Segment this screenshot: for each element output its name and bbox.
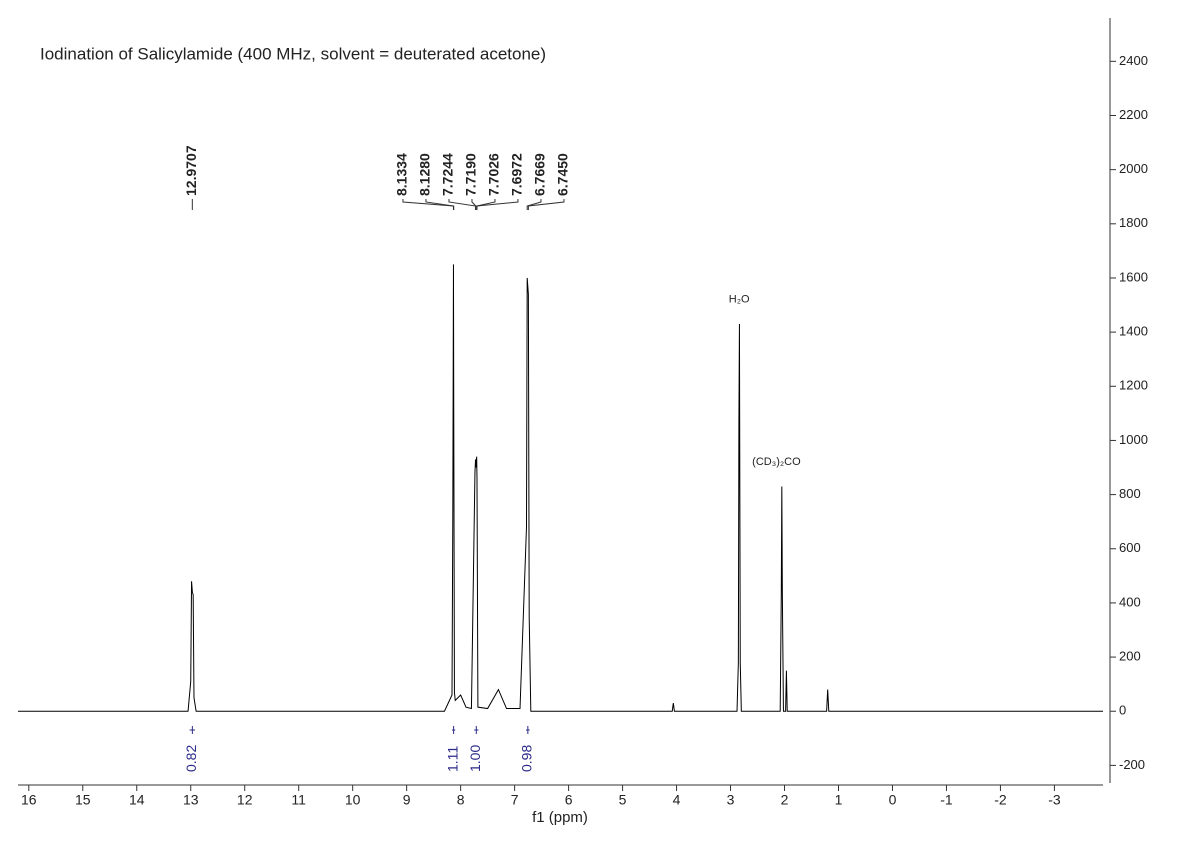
x-tick-label: 4 <box>673 792 681 808</box>
peak-label: 12.9707 <box>183 145 199 196</box>
chart-title: Iodination of Salicylamide (400 MHz, sol… <box>40 44 546 63</box>
x-tick-label: 6 <box>565 792 573 808</box>
x-tick-label: 3 <box>727 792 735 808</box>
integral-label: 1.00 <box>467 745 483 772</box>
y-tick-label: 0 <box>1119 703 1126 718</box>
x-axis-label: f1 (ppm) <box>532 809 588 826</box>
x-tick-label: 11 <box>291 792 306 808</box>
x-tick-label: -1 <box>940 792 953 808</box>
x-tick-label: -2 <box>994 792 1007 808</box>
peak-label: 6.7669 <box>532 153 548 196</box>
x-tick-label: 2 <box>781 792 789 808</box>
x-tick-label: 8 <box>457 792 465 808</box>
peak-connector <box>526 199 542 210</box>
annotation: (CD₃)₂CO <box>752 456 801 468</box>
spectrum-line <box>18 264 1103 712</box>
peak-connector <box>471 199 477 210</box>
x-tick-label: 0 <box>889 792 897 808</box>
peak-connector <box>527 199 565 210</box>
y-tick-label: 1400 <box>1119 324 1148 339</box>
y-tick-label: 2200 <box>1119 107 1148 122</box>
x-tick-label: 9 <box>403 792 411 808</box>
peak-connector <box>476 199 519 210</box>
y-tick-label: 1000 <box>1119 432 1148 447</box>
peak-label: 7.7190 <box>463 153 479 196</box>
x-tick-label: 12 <box>237 792 253 808</box>
x-tick-label: 10 <box>345 792 361 808</box>
integral-label: 1.11 <box>444 746 460 772</box>
peak-label: 7.7244 <box>440 153 456 196</box>
annotation: H₂O <box>729 294 750 306</box>
y-tick-label: 1200 <box>1119 378 1148 393</box>
peak-label: 8.1280 <box>417 153 433 196</box>
y-tick-label: 2400 <box>1119 53 1148 68</box>
y-tick-label: 800 <box>1119 486 1141 501</box>
peak-label: 7.6972 <box>509 153 525 196</box>
x-tick-label: 15 <box>75 792 91 808</box>
x-tick-label: 13 <box>183 792 199 808</box>
y-tick-label: 1600 <box>1119 269 1148 284</box>
y-tick-label: -200 <box>1119 757 1145 772</box>
peak-label: 7.7026 <box>486 153 502 196</box>
y-tick-label: 1800 <box>1119 215 1148 230</box>
integral-label: 0.98 <box>519 745 535 772</box>
peak-label: 8.1334 <box>394 153 410 196</box>
x-tick-label: 7 <box>511 792 519 808</box>
y-tick-label: 400 <box>1119 594 1141 609</box>
x-tick-label: 14 <box>129 792 145 808</box>
x-tick-label: -3 <box>1048 792 1061 808</box>
peak-connector <box>425 199 455 210</box>
y-tick-label: 2000 <box>1119 161 1148 176</box>
integral-label: 0.82 <box>183 745 199 772</box>
y-tick-label: 200 <box>1119 649 1141 664</box>
x-tick-label: 5 <box>619 792 627 808</box>
x-tick-label: 16 <box>21 792 37 808</box>
x-tick-label: 1 <box>835 792 843 808</box>
y-tick-label: 600 <box>1119 540 1141 555</box>
peak-label: 6.7450 <box>555 153 571 196</box>
